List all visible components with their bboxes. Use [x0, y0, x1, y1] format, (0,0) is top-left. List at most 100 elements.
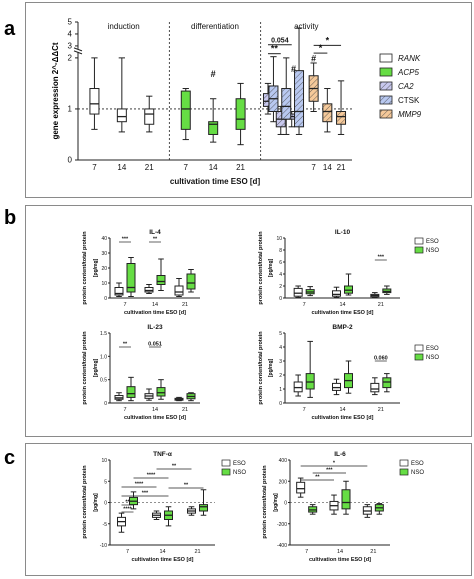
a-group-label: induction	[108, 22, 140, 31]
b-il4-eso-14-box	[144, 287, 154, 293]
b-il10-x-tick-label: 7	[303, 302, 306, 308]
a-ctsk-14-hatch	[281, 88, 291, 120]
b-il10-legend-label: NSO	[426, 248, 439, 254]
c-il6-y-tick-label: -200	[277, 522, 287, 528]
c-tnfa-sig-label: **	[125, 500, 130, 506]
b-bmp2-legend-swatch	[414, 353, 424, 361]
a-y-tick-label: 0	[68, 156, 73, 165]
b-il10-y-tick-label: 10	[276, 236, 282, 242]
a-legend-hatch	[380, 82, 392, 90]
c-tnfa-x-label: cultivation time ESO [d]	[131, 557, 193, 563]
b-il10-eso-7-box	[293, 287, 303, 297]
a-legend-hatch	[380, 96, 392, 104]
b-il23-x-tick-label: 14	[152, 407, 158, 413]
b-il23-sig-label: 0.051	[148, 342, 162, 348]
c-il6-sig-label: *	[333, 461, 336, 467]
b-bmp2-nso-7-box	[305, 373, 315, 390]
b-il4-x-label: cultivation time ESO [d]	[124, 310, 186, 316]
b-il23-nso-14-box	[156, 387, 166, 397]
b-il23-x-tick-label: 21	[182, 407, 188, 413]
b-bmp2-y-tick-label: 1	[279, 387, 282, 393]
b-bmp2-eso-14-box	[332, 382, 341, 391]
panel-a	[25, 2, 472, 198]
c-il6-x-label: cultivation time ESO [d]	[309, 557, 371, 563]
b-bmp2-x-tick-label: 7	[303, 407, 306, 413]
a-x-tick-label: 14	[323, 163, 332, 172]
c-il6-y-tick-label: -400	[277, 543, 287, 549]
b-bmp2-y-tick-label: 5	[279, 331, 282, 337]
c-il6-x-tick-label: 7	[305, 549, 308, 555]
a-ctsk-21-hatch	[294, 70, 304, 127]
c-tnfa-y-tick-label: -5	[103, 522, 108, 528]
a-group-label: differentiation	[191, 22, 239, 31]
a-acp5-21-box	[235, 98, 246, 130]
b-bmp2-eso-7-box	[293, 381, 303, 393]
b-il10-x-tick-label: 21	[378, 302, 384, 308]
c-il6-y-tick-label: 200	[279, 479, 288, 485]
c-tnfa-sig-label: ****	[135, 482, 144, 488]
b-il10-x-tick-label: 14	[339, 302, 345, 308]
b-il23-sig-label: **	[123, 342, 128, 348]
b-il23-y-tick-label: 0	[104, 401, 107, 407]
a-rank-21-box	[144, 108, 155, 125]
panel-label-b: b	[4, 207, 17, 229]
c-tnfa-title: TNF-α	[153, 451, 172, 458]
b-il4-y-tick-label: 10	[101, 281, 107, 287]
panel-b	[25, 205, 472, 437]
b-il4-x-tick-label: 7	[123, 302, 126, 308]
b-il4-x-tick-label: 14	[152, 302, 158, 308]
a-annotation-hash: #	[211, 69, 216, 79]
a-y-tick-label: 3	[68, 41, 73, 50]
c-tnfa-sig-label: **	[184, 483, 189, 489]
b-il4-nso-14-box	[156, 275, 166, 285]
b-il4-sig-label: **	[153, 237, 158, 243]
b-il23-nso-7-box	[126, 386, 136, 398]
b-il4-y-tick-label: 30	[101, 251, 107, 257]
b-bmp2-x-tick-label: 14	[339, 407, 345, 413]
a-annotation-stars: **	[271, 44, 279, 54]
b-bmp2-x-tick-label: 21	[378, 407, 384, 413]
c-tnfa-y-tick-label: 10	[101, 458, 107, 464]
b-bmp2-y-tick-label: 2	[279, 373, 282, 379]
b-il10-title: IL-10	[335, 229, 351, 236]
b-il10-legend-swatch	[414, 237, 424, 245]
a-x-tick-label: 14	[209, 163, 218, 172]
a-x-tick-label: 21	[236, 163, 245, 172]
c-tnfa-legend-label: ESO	[233, 461, 246, 467]
c-il6-legend-label: NSO	[411, 470, 424, 476]
a-legend-label: CA2	[398, 82, 414, 91]
c-il6-sig-label: **	[315, 475, 320, 481]
c-il6-x-tick-label: 14	[337, 549, 343, 555]
b-il23-x-label: cultivation time ESO [d]	[124, 415, 186, 421]
c-il6-y-tick-label: 0	[284, 501, 287, 507]
b-il23-title: IL-23	[147, 324, 163, 331]
a-mmp9-14-hatch	[322, 103, 332, 122]
b-bmp2-sig-label: 0.060	[374, 356, 388, 362]
a-legend-label: ACP5	[397, 68, 419, 77]
a-x-tick-label: 21	[145, 163, 154, 172]
a-x-tick-label: 21	[337, 163, 346, 172]
c-tnfa-sig-label: ****	[147, 473, 156, 479]
a-rank-7-box	[89, 88, 100, 115]
b-il10-y-tick-label: 8	[279, 248, 282, 254]
c-tnfa-legend-swatch	[221, 459, 231, 467]
b-il10-legend-label: ESO	[426, 239, 439, 245]
b-il10-x-label: cultivation time ESO [d]	[311, 310, 373, 316]
b-il4-title: IL-4	[149, 229, 161, 236]
c-tnfa-y-tick-label: 0	[104, 501, 107, 507]
a-legend-hatch	[380, 110, 392, 118]
c-il6-sig-label: ***	[326, 468, 333, 474]
c-tnfa-x-tick-label: 7	[126, 549, 129, 555]
c-il6-legend-swatch	[399, 468, 409, 476]
b-il4-y-tick-label: 0	[104, 296, 107, 302]
a-rank-14-box	[116, 108, 127, 123]
b-bmp2-legend-label: ESO	[426, 346, 439, 352]
b-il23-x-tick-label: 7	[123, 407, 126, 413]
b-bmp2-nso-21-box	[382, 377, 392, 389]
c-ylabel-tnfa: protein content/total protein	[82, 465, 88, 539]
b-il4-unit: [pg/mg]	[93, 259, 99, 278]
b-il4-nso-7-box	[126, 263, 136, 293]
a-annotation-hash: #	[311, 53, 316, 63]
b-il10-legend-swatch	[414, 246, 424, 254]
a-legend-swatch	[379, 67, 393, 77]
